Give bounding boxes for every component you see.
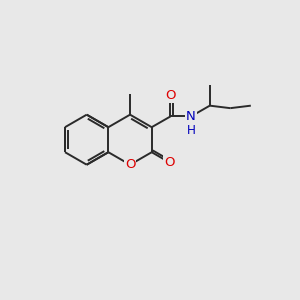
Text: O: O — [125, 158, 135, 171]
Text: O: O — [165, 89, 176, 102]
Text: H: H — [187, 124, 195, 137]
Text: O: O — [164, 156, 175, 169]
Text: N: N — [186, 110, 196, 123]
